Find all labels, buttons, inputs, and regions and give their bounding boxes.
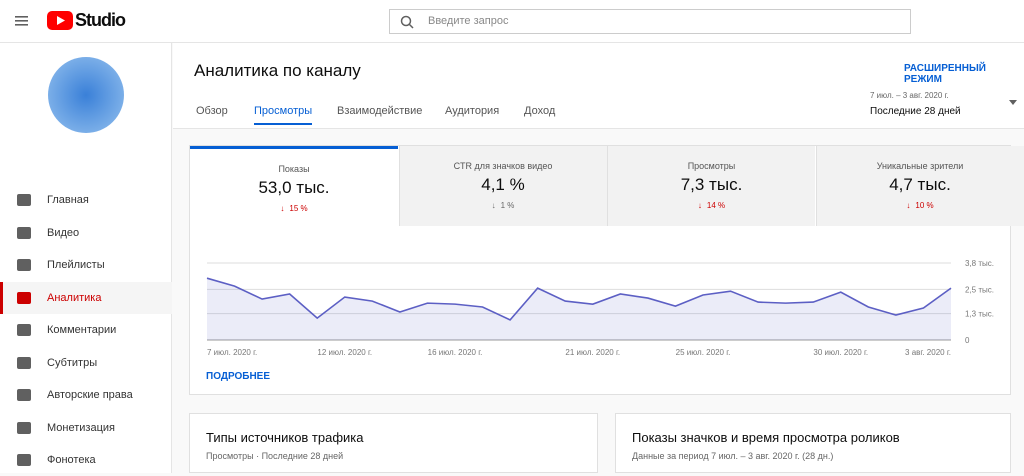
x-tick-label: 30 июл. 2020 г. — [813, 348, 868, 357]
change-value: 15 % — [289, 204, 308, 213]
x-tick-label: 7 июл. 2020 г. — [207, 348, 257, 357]
nav-item[interactable]: Монетизация — [0, 412, 172, 444]
metric-tab[interactable]: Уникальные зрители 4,7 тыс. ↓ 10 % — [815, 146, 1024, 226]
nav-item[interactable]: Главная — [0, 184, 172, 216]
chart-panel: Показы 53,0 тыс. ↓ 15 % CTR для значков виде… — [189, 145, 1024, 395]
header: Studio Введите запрос — [0, 0, 1024, 43]
menu-icon[interactable] — [14, 13, 30, 29]
tab[interactable]: Аудитория — [445, 105, 500, 117]
y-tick-label: 1,3 тыс. — [965, 310, 994, 319]
nav-icon — [17, 226, 31, 239]
traffic-card: Типы источников трафика Просмотры · Посл… — [189, 413, 598, 473]
search-box[interactable]: Введите запрос — [389, 9, 911, 34]
card-title: Показы значков и время просмотра роликов — [632, 430, 900, 445]
nav-label: Субтитры — [47, 356, 98, 369]
metric-tab[interactable]: CTR для значков видео 4,1 % ↓ 1 % — [398, 146, 607, 226]
nav-icon — [17, 454, 31, 466]
search-placeholder: Введите запрос — [428, 15, 509, 27]
tab[interactable]: Обзор — [196, 105, 228, 117]
card-subtitle-part: Последние 28 дней — [261, 451, 344, 461]
metric-change: ↓ 14 % — [608, 201, 815, 210]
trend-arrow: ↓ — [491, 201, 496, 210]
page-title: Аналитика по каналу — [194, 61, 361, 80]
tab[interactable]: Просмотры — [254, 105, 313, 125]
nav-icon — [17, 324, 31, 336]
nav-label: Фонотека — [47, 454, 96, 466]
nav-label: Монетизация — [47, 421, 115, 434]
search-icon — [400, 15, 414, 29]
dropdown-icon[interactable] — [1009, 100, 1017, 106]
nav-item[interactable]: Авторские права — [0, 379, 172, 411]
nav-item[interactable]: Фонотека — [0, 444, 172, 476]
advanced-mode[interactable]: РАСШИРЕННЫЙ РЕЖИМ — [904, 63, 986, 85]
metric-change: ↓ 1 % — [400, 201, 607, 210]
metric-tab[interactable]: Просмотры 7,3 тыс. ↓ 14 % — [607, 146, 815, 226]
y-tick-label: 2,5 тыс. — [965, 285, 994, 294]
y-tick-label: 3,8 тыс. — [965, 259, 994, 268]
x-tick-label: 21 июл. 2020 г. — [565, 348, 620, 357]
chart: 0 1,3 тыс. 2,5 тыс. 3,8 тыс. 7 июл. 2020 г. 1… — [206, 259, 994, 357]
metric-change: ↓ 15 % — [190, 204, 398, 213]
tab[interactable]: Взаимодействие — [337, 105, 423, 117]
x-tick-label: 25 июл. 2020 г. — [676, 348, 731, 357]
nav-item[interactable]: Плейлисты — [0, 249, 172, 281]
sidebar: Главная Видео Плейлисты Аналитика Комментари… — [0, 43, 172, 473]
card-subtitle-part: Просмотры — [206, 451, 254, 461]
metric-name: Показы — [278, 164, 310, 174]
nav-label: Плейлисты — [47, 259, 105, 271]
nav-item[interactable]: Аналитика — [0, 281, 172, 314]
change-value: 14 % — [706, 201, 726, 210]
logo-icon[interactable] — [47, 11, 73, 30]
metric-tab[interactable]: Показы 53,0 тыс. ↓ 15 % — [190, 146, 398, 226]
metric-value: 4,7 тыс. — [889, 175, 951, 194]
metric-value: 7,3 тыс. — [680, 175, 743, 194]
avatar[interactable] — [48, 57, 124, 133]
card-title: Типы источников трафика — [206, 430, 364, 445]
nav-label: Комментарии — [47, 324, 117, 336]
nav-icon — [17, 259, 31, 271]
logo-text[interactable]: Studio — [75, 10, 126, 30]
nav-label: Авторские права — [47, 389, 133, 401]
impressions-card: Показы значков и время просмотра роликов… — [615, 413, 1011, 473]
change-value: 10 % — [915, 201, 934, 210]
metric-name: Уникальные зрители — [876, 161, 964, 171]
line — [206, 277, 952, 321]
area — [207, 278, 951, 340]
x-tick-label: 3 авг. 2020 г. — [905, 348, 951, 357]
tab[interactable]: Доход — [524, 105, 556, 117]
analytics-header: Аналитика по каналу РАСШИРЕННЫЙ РЕЖИМ 7 … — [173, 43, 1024, 129]
nav-label: Видео — [47, 226, 80, 239]
metric-change: ↓ 10 % — [817, 201, 1024, 210]
nav-icon — [17, 421, 31, 434]
metric-value: 53,0 тыс. — [258, 178, 330, 197]
card-subtitle: Просмотры · Последние 28 дней — [206, 451, 344, 461]
x-tick-label: 12 июл. 2020 г. — [317, 348, 372, 357]
metric-value: 4,1 % — [481, 175, 525, 194]
nav-icon — [17, 389, 31, 401]
nav-item[interactable]: Комментарии — [0, 314, 172, 346]
trend-arrow: ↓ — [280, 204, 285, 213]
trend-arrow: ↓ — [906, 201, 911, 210]
nav-item[interactable]: Субтитры — [0, 347, 172, 379]
x-tick-label: 16 июл. 2020 г. — [428, 348, 483, 357]
metric-name: Просмотры — [687, 161, 736, 171]
nav-icon — [17, 356, 31, 369]
period[interactable]: Последние 28 дней — [870, 106, 961, 117]
metric-name: CTR для значков видео — [453, 161, 553, 171]
card-subtitle: Данные за период 7 июл. – 3 авг. 2020 г.… — [632, 451, 834, 461]
nav-item[interactable]: Видео — [0, 217, 172, 249]
nav-label: Аналитика — [47, 291, 102, 304]
y-tick-label: 0 — [965, 336, 970, 345]
nav-icon — [17, 291, 31, 304]
trend-arrow: ↓ — [697, 201, 702, 210]
change-value: 1 % — [500, 201, 515, 210]
nav-label: Главная — [47, 194, 89, 206]
nav-icon — [17, 194, 31, 206]
date-range: 7 июл. – 3 авг. 2020 г. — [870, 91, 949, 100]
more-link[interactable]: ПОДРОБНЕЕ — [206, 371, 271, 382]
